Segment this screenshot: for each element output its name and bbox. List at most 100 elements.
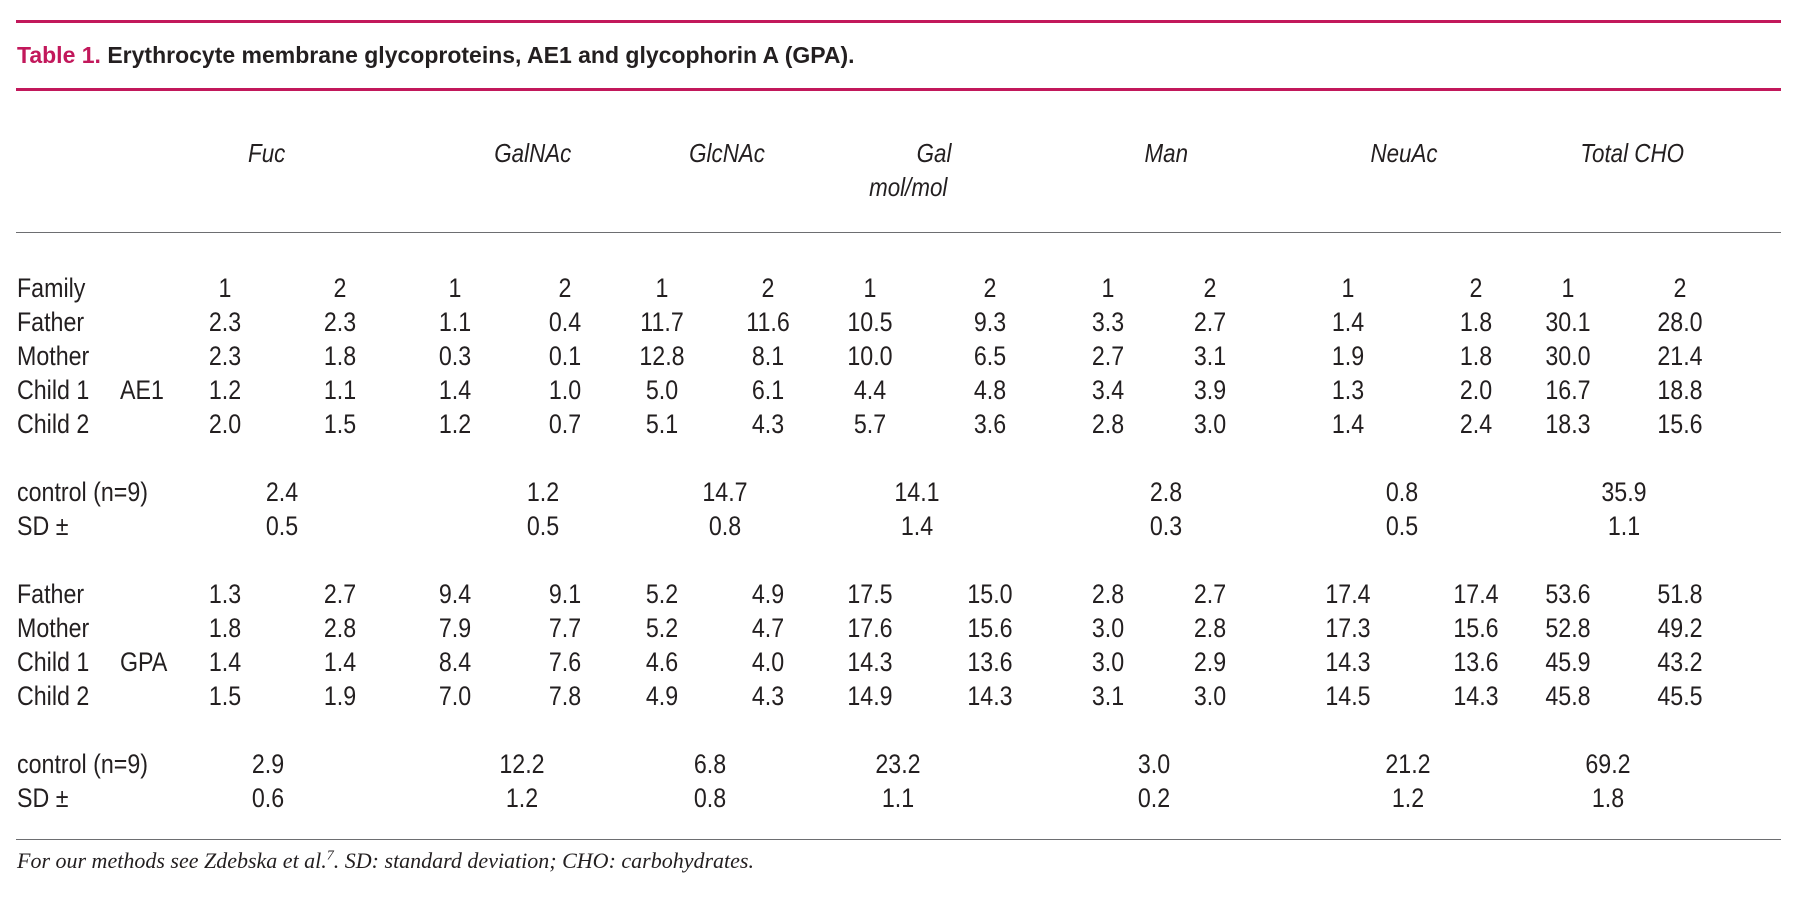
row-label: Father (17, 579, 85, 609)
row-label-family: Family (17, 273, 86, 303)
table-cell: 14.3 (1325, 647, 1371, 677)
control-cell: 2.4 (265, 477, 299, 507)
sd-cell: 0.8 (708, 511, 742, 541)
table-cell: 2.8 (1091, 409, 1125, 439)
column-header-neuac: NeuAc (1370, 138, 1438, 168)
row-label: Child 1 (17, 375, 90, 405)
table-cell: 3.6 (973, 409, 1007, 439)
table-cell: 5.7 (853, 409, 887, 439)
table-cell: 28.0 (1657, 307, 1703, 337)
table-cell: 3.1 (1091, 681, 1125, 711)
control-cell: 6.8 (693, 749, 727, 779)
table-cell: 1.5 (323, 409, 357, 439)
table-cell: 2 (983, 273, 997, 303)
table-cell: 1 (655, 273, 669, 303)
table-cell: 3.9 (1193, 375, 1227, 405)
table-cell: 0.3 (438, 341, 472, 371)
table-cell: 4.8 (973, 375, 1007, 405)
table-cell: 1.4 (323, 647, 357, 677)
table-cell: 1.8 (323, 341, 357, 371)
table-cell: 4.6 (645, 647, 679, 677)
table-cell: 51.8 (1657, 579, 1703, 609)
table-cell: 14.3 (1453, 681, 1499, 711)
table-cell: 7.7 (548, 613, 582, 643)
table-cell: 4.3 (751, 409, 785, 439)
table-cell: 4.9 (645, 681, 679, 711)
row-label-control: control (n=9) (17, 749, 149, 779)
table-cell: 3.1 (1193, 341, 1227, 371)
table-cell: 1.0 (548, 375, 582, 405)
row-label: Mother (17, 613, 90, 643)
table-cell: 2.8 (1193, 613, 1227, 643)
sd-cell: 0.6 (251, 783, 285, 813)
table-cell: 3.3 (1091, 307, 1125, 337)
control-cell: 35.9 (1601, 477, 1647, 507)
sd-cell: 1.2 (505, 783, 539, 813)
table-cell: 17.6 (847, 613, 893, 643)
sd-cell: 1.1 (1607, 511, 1641, 541)
gpa-group-tag: GPA (120, 647, 168, 677)
control-cell: 2.9 (251, 749, 285, 779)
table-cell: 2.9 (1193, 647, 1227, 677)
row-label: Child 1 (17, 647, 90, 677)
table-caption: Table 1. Erythrocyte membrane glycoprote… (17, 42, 855, 69)
row-label-sd: SD ± (17, 783, 69, 813)
table-cell: 10.5 (847, 307, 893, 337)
sd-cell: 1.2 (1391, 783, 1425, 813)
table-cell: 1.4 (1331, 409, 1365, 439)
table-cell: 2.3 (323, 307, 357, 337)
table-cell: 43.2 (1657, 647, 1703, 677)
table-cell: 5.0 (645, 375, 679, 405)
column-header-gal: Gal mol/mol (865, 136, 951, 204)
table-cell: 5.1 (645, 409, 679, 439)
table-cell: 17.5 (847, 579, 893, 609)
table-cell: 49.2 (1657, 613, 1703, 643)
table-cell: 3.0 (1193, 681, 1227, 711)
table-cell: 1 (863, 273, 877, 303)
table-cell: 7.9 (438, 613, 472, 643)
table-cell: 1.8 (1459, 307, 1493, 337)
footnote: For our methods see Zdebska et al.7. SD:… (17, 848, 754, 873)
row-label-control: control (n=9) (17, 477, 149, 507)
table-cell: 3.0 (1091, 647, 1125, 677)
table-cell: 1 (1341, 273, 1355, 303)
unit-label: mol/mol (869, 172, 948, 202)
table-cell: 45.5 (1657, 681, 1703, 711)
row-label: Child 2 (17, 681, 90, 711)
table-cell: 1.1 (323, 375, 357, 405)
table-cell: 15.6 (1453, 613, 1499, 643)
table-cell: 1.1 (438, 307, 472, 337)
sd-cell: 1.8 (1591, 783, 1625, 813)
table-cell: 2.0 (208, 409, 242, 439)
table-cell: 2 (1673, 273, 1687, 303)
table-cell: 1 (448, 273, 462, 303)
table-cell: 10.0 (847, 341, 893, 371)
table-cell: 9.1 (548, 579, 582, 609)
title-bottom-rule (16, 88, 1781, 91)
table-cell: 30.0 (1545, 341, 1591, 371)
table-cell: 17.3 (1325, 613, 1371, 643)
table-cell: 1 (1561, 273, 1575, 303)
table-cell: 52.8 (1545, 613, 1591, 643)
control-cell: 0.8 (1385, 477, 1419, 507)
table-cell: 5.2 (645, 579, 679, 609)
sd-cell: 0.2 (1137, 783, 1171, 813)
table-number: Table 1. (17, 42, 101, 68)
table-cell: 2 (761, 273, 775, 303)
table-cell: 2.7 (323, 579, 357, 609)
table-title: Erythrocyte membrane glycoproteins, AE1 … (107, 42, 855, 68)
table-cell: 1.4 (438, 375, 472, 405)
table-cell: 1.2 (208, 375, 242, 405)
table-cell: 8.1 (751, 341, 785, 371)
row-label-sd: SD ± (17, 511, 69, 541)
column-header-glcnac: GlcNAc (689, 138, 765, 168)
table-cell: 1.4 (208, 647, 242, 677)
table-cell: 13.6 (1453, 647, 1499, 677)
table-cell: 7.8 (548, 681, 582, 711)
row-label: Mother (17, 341, 90, 371)
table-cell: 1.9 (1331, 341, 1365, 371)
table-bottom-rule (16, 839, 1781, 840)
table-cell: 0.1 (548, 341, 582, 371)
table-cell: 1.8 (208, 613, 242, 643)
table-cell: 11.6 (746, 307, 790, 337)
